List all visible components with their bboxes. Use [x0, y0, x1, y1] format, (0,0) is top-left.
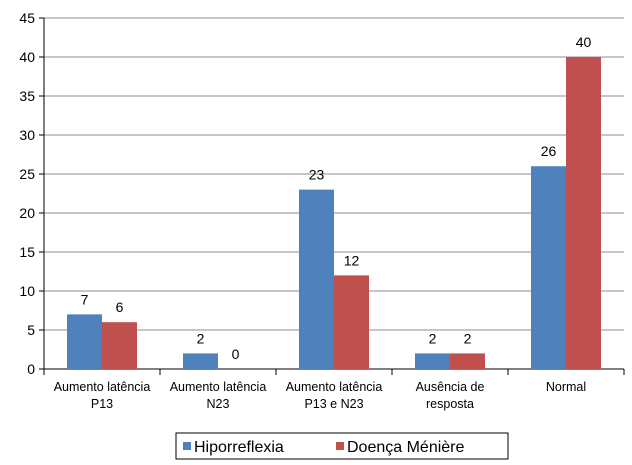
bar: [102, 322, 137, 369]
category-label: Aumento latência: [54, 380, 151, 394]
y-tick-label: 25: [19, 166, 35, 182]
y-tick-label: 5: [27, 322, 35, 338]
legend-label: Doença Ménière: [347, 439, 465, 456]
data-label: 0: [232, 346, 240, 362]
y-tick-label: 10: [19, 283, 35, 299]
data-label: 2: [464, 330, 472, 346]
bar: [183, 353, 218, 369]
data-label: 2: [429, 330, 437, 346]
y-tick-label: 45: [19, 10, 35, 26]
bar: [67, 314, 102, 369]
legend-label: Hiporreflexia: [194, 439, 284, 456]
data-label: 12: [344, 252, 360, 268]
y-tick-label: 20: [19, 205, 35, 221]
category-label: P13 e N23: [304, 397, 363, 411]
category-label: N23: [207, 397, 230, 411]
bar: [415, 353, 450, 369]
y-tick-label: 35: [19, 88, 35, 104]
y-tick-label: 40: [19, 49, 35, 65]
legend-swatch: [183, 442, 191, 450]
category-label: P13: [91, 397, 113, 411]
bar: [566, 57, 601, 369]
category-label: Ausência de: [416, 380, 485, 394]
bar: [531, 166, 566, 369]
category-label: Normal: [546, 380, 586, 394]
category-label: Aumento latência: [170, 380, 267, 394]
data-label: 6: [116, 299, 124, 315]
data-label: 26: [541, 143, 557, 159]
y-tick-label: 0: [27, 361, 35, 377]
bar: [334, 275, 369, 369]
category-label: resposta: [426, 397, 474, 411]
legend-swatch: [336, 442, 344, 450]
bar: [450, 353, 485, 369]
data-label: 2: [197, 330, 205, 346]
y-tick-label: 30: [19, 127, 35, 143]
y-tick-label: 15: [19, 244, 35, 260]
category-label: Aumento latência: [286, 380, 383, 394]
data-label: 40: [576, 34, 592, 50]
data-label: 23: [309, 167, 325, 183]
data-label: 7: [81, 291, 89, 307]
bar: [299, 189, 334, 369]
